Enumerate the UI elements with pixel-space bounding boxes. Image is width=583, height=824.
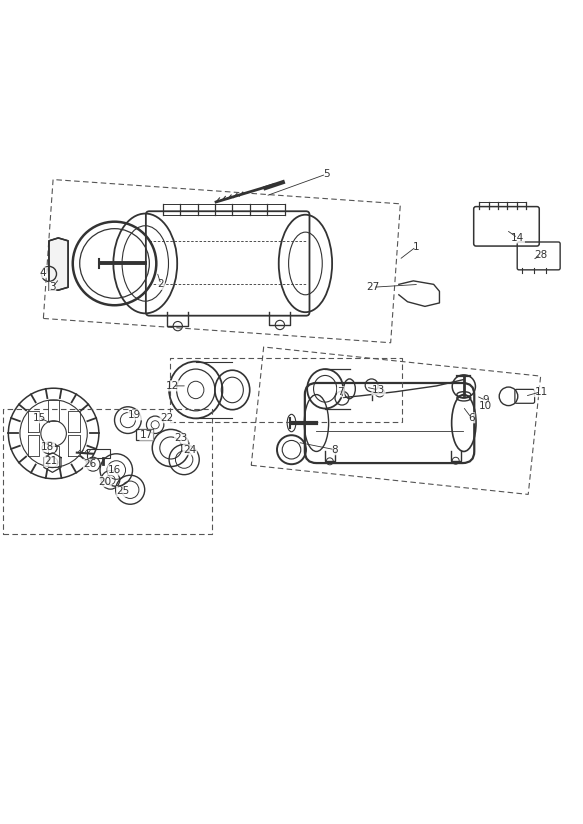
Text: 7: 7 — [338, 386, 344, 396]
Text: 11: 11 — [535, 386, 547, 396]
Text: 18: 18 — [41, 442, 54, 452]
Text: 22: 22 — [160, 413, 173, 423]
Text: 15: 15 — [33, 413, 45, 423]
Text: 25: 25 — [117, 486, 130, 497]
Text: 14: 14 — [511, 233, 525, 243]
Text: 26: 26 — [83, 459, 97, 469]
Text: 2: 2 — [157, 279, 164, 289]
Text: 27: 27 — [366, 283, 380, 293]
Text: 21: 21 — [44, 456, 57, 466]
Text: 16: 16 — [108, 465, 121, 475]
Text: 19: 19 — [128, 410, 142, 420]
Text: 28: 28 — [535, 250, 547, 260]
Bar — [136, 428, 153, 440]
Text: 4: 4 — [40, 268, 47, 278]
Text: 24: 24 — [183, 445, 196, 455]
Text: 3: 3 — [49, 283, 56, 293]
Bar — [87, 449, 110, 458]
Text: 5: 5 — [323, 169, 329, 179]
Text: 8: 8 — [332, 445, 338, 455]
Text: 9: 9 — [483, 396, 489, 405]
Text: 13: 13 — [372, 385, 385, 395]
Text: 17: 17 — [140, 430, 153, 440]
Polygon shape — [49, 238, 68, 290]
Text: 20: 20 — [98, 476, 111, 487]
Text: 10: 10 — [479, 401, 493, 411]
Text: 1: 1 — [413, 241, 420, 251]
Text: 23: 23 — [175, 433, 188, 443]
Text: 6: 6 — [468, 413, 475, 423]
Text: 12: 12 — [166, 381, 179, 391]
